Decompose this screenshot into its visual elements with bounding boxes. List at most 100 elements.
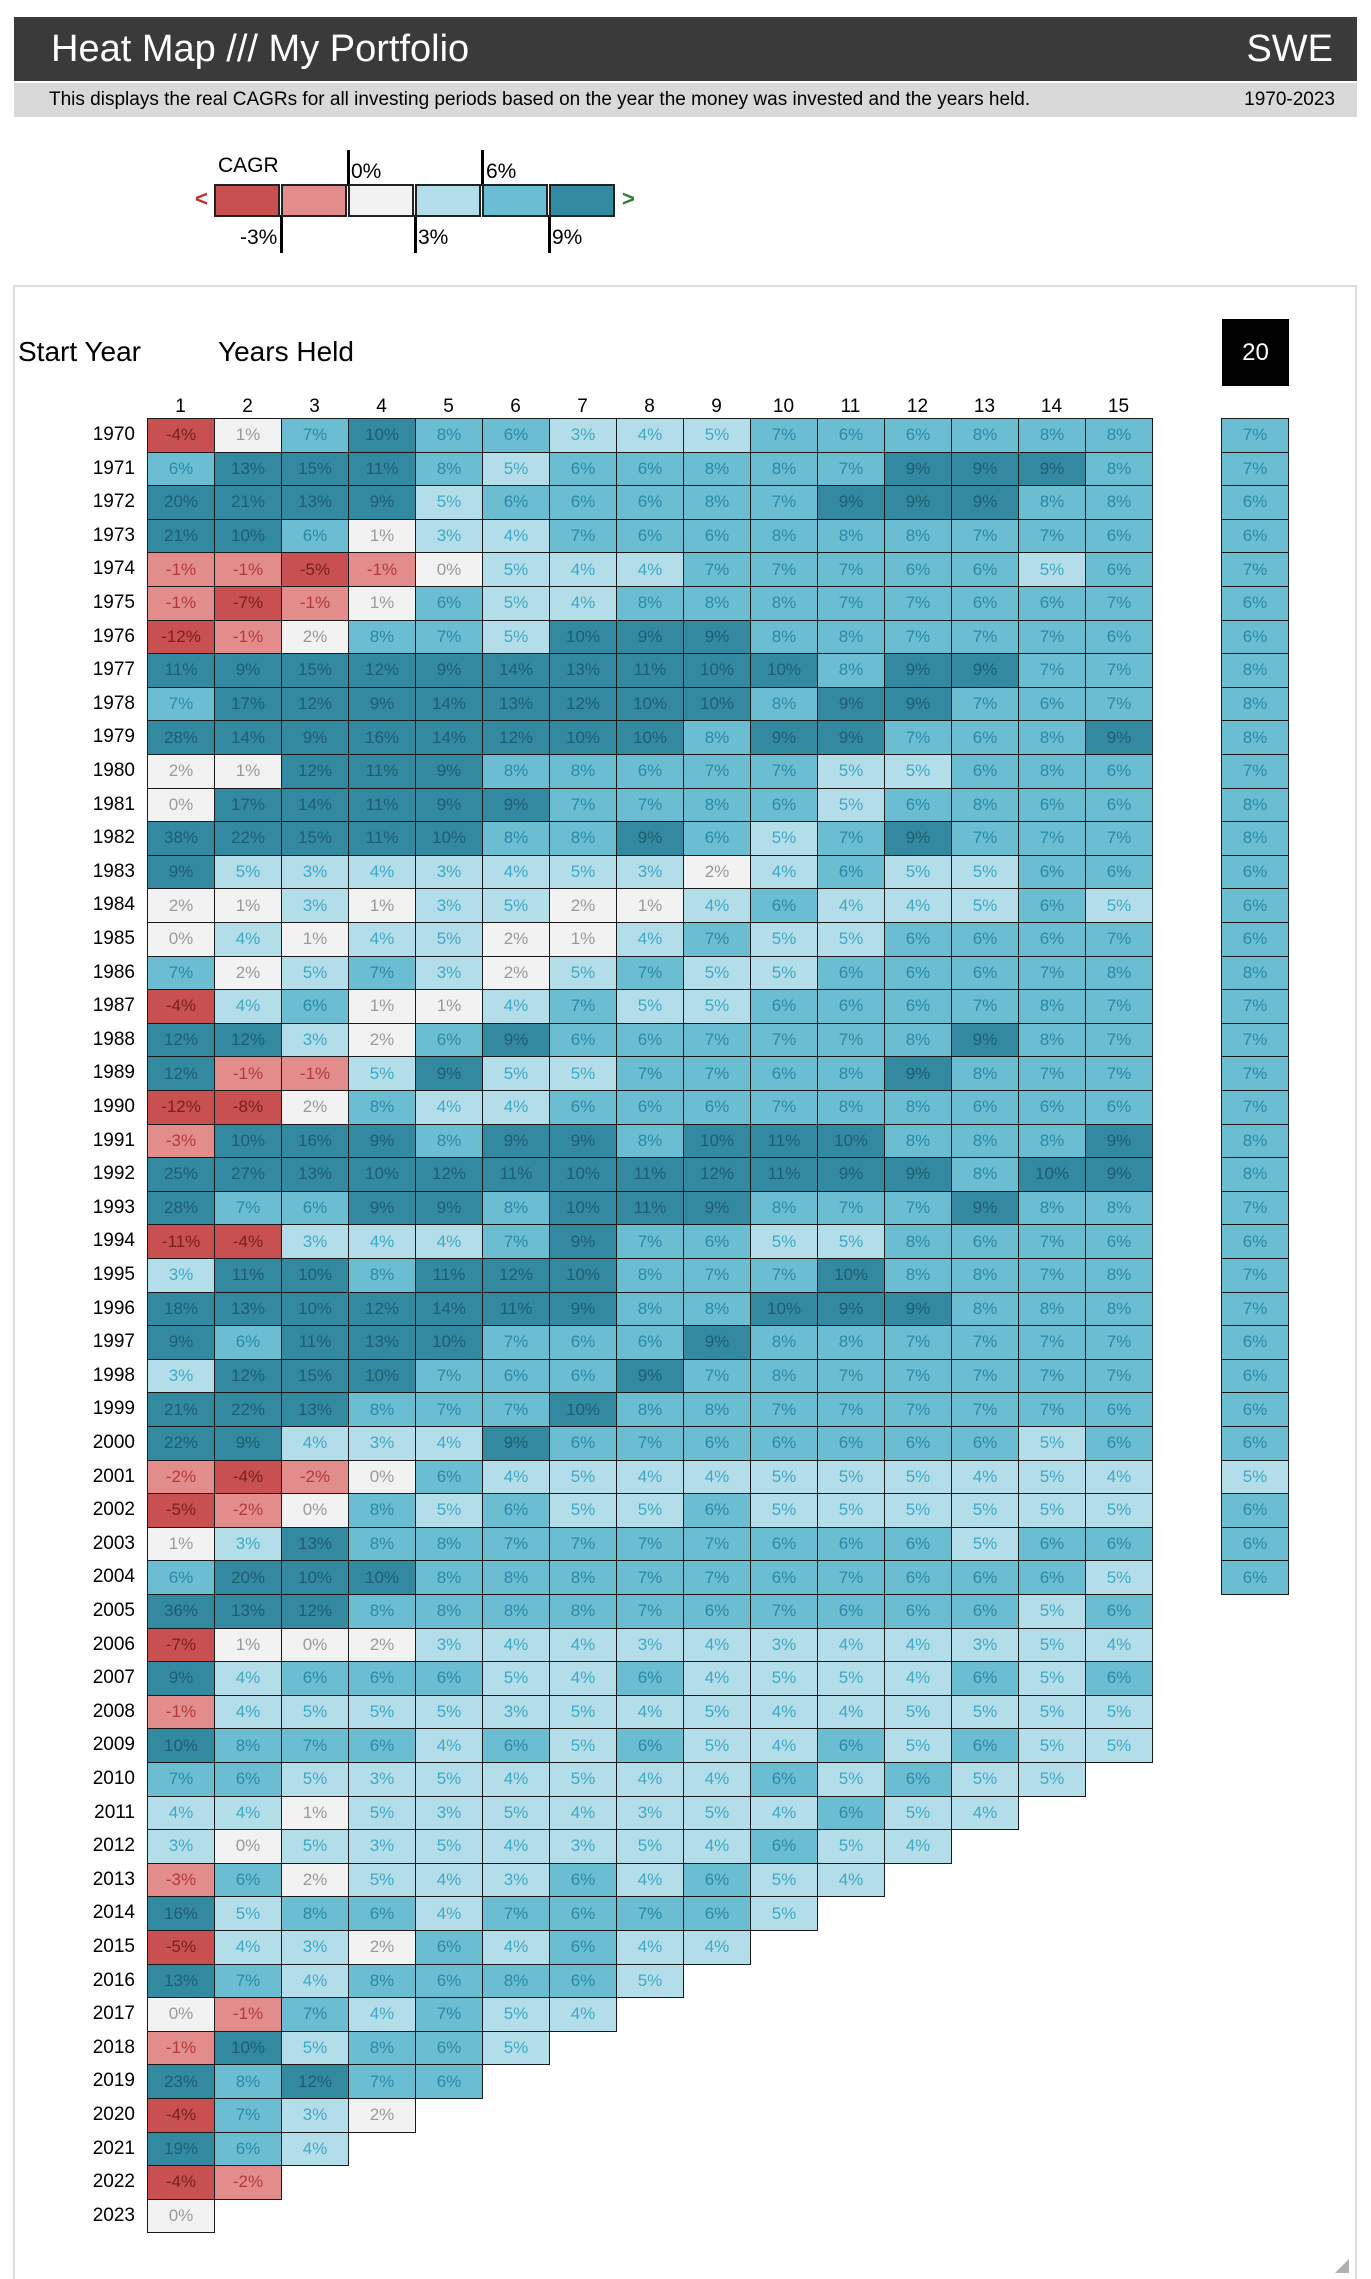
heatmap-cell: 9% bbox=[817, 1157, 885, 1192]
heatmap-cell: 6% bbox=[1018, 586, 1086, 621]
heatmap-cell: 11% bbox=[750, 1123, 818, 1159]
heatmap-cell: 7% bbox=[817, 1560, 885, 1595]
heatmap-cell: 5% bbox=[683, 418, 751, 453]
heatmap-cell: 4% bbox=[415, 1224, 483, 1259]
heatmap-cell: 7% bbox=[1018, 518, 1086, 554]
heatmap-cell: 6% bbox=[884, 418, 952, 453]
heatmap-cell: 10% bbox=[214, 518, 282, 554]
period-cagr-cell: 6% bbox=[1221, 619, 1289, 655]
heatmap-cell: 2% bbox=[214, 955, 282, 991]
resize-grip-icon bbox=[1335, 2259, 1349, 2273]
heatmap-cell: 1% bbox=[214, 418, 282, 453]
heatmap-cell: 6% bbox=[951, 754, 1019, 789]
row-header: 1980 bbox=[92, 760, 135, 781]
heatmap-cell: 12% bbox=[147, 1056, 215, 1091]
heatmap-cell: 8% bbox=[348, 1594, 416, 1629]
heatmap-cell: 3% bbox=[281, 2098, 349, 2133]
heatmap-cell: 11% bbox=[482, 1157, 550, 1192]
heatmap-cell: 21% bbox=[147, 1392, 215, 1427]
heatmap-cell: 6% bbox=[415, 1459, 483, 1495]
heatmap-cell: 8% bbox=[214, 1728, 282, 1763]
heatmap-cell: 4% bbox=[549, 1997, 617, 2032]
heatmap-cell: 8% bbox=[1018, 1291, 1086, 1327]
heatmap-cell: 6% bbox=[281, 518, 349, 554]
row-header: 1979 bbox=[92, 726, 135, 748]
country-code: SWE bbox=[1246, 28, 1333, 70]
heatmap-cell: -5% bbox=[147, 1493, 215, 1528]
heatmap-cell: 7% bbox=[750, 1022, 818, 1058]
row-header: 1987 bbox=[92, 995, 135, 1017]
heatmap-cell: 8% bbox=[817, 518, 885, 554]
period-cagr-cell: 6% bbox=[1221, 485, 1289, 520]
period-cagr-cell: 6% bbox=[1221, 1224, 1289, 1259]
heatmap-cell: 9% bbox=[683, 1325, 751, 1360]
heatmap-cell: 8% bbox=[750, 686, 818, 722]
heatmap-cell: 9% bbox=[348, 686, 416, 722]
heatmap-cell: 9% bbox=[549, 1224, 617, 1259]
heatmap-cell: 5% bbox=[884, 1795, 952, 1831]
heatmap-cell: 9% bbox=[482, 1426, 550, 1461]
heatmap-cell: 10% bbox=[214, 1123, 282, 1159]
heatmap-cell: 9% bbox=[482, 1123, 550, 1159]
heatmap-cell: 9% bbox=[415, 1190, 483, 1226]
heatmap-cell: 4% bbox=[616, 552, 684, 587]
heatmap-cell: 4% bbox=[683, 888, 751, 923]
heatmap-cell: 6% bbox=[750, 1526, 818, 1562]
start-year-label: Start Year bbox=[18, 336, 141, 367]
heatmap-cell: 4% bbox=[482, 1829, 550, 1864]
heatmap-cell: 6% bbox=[348, 1896, 416, 1931]
heatmap-cell: 6% bbox=[951, 922, 1019, 957]
heatmap-cell: 4% bbox=[281, 1963, 349, 1999]
heatmap-cell: 4% bbox=[348, 1997, 416, 2032]
heatmap-cell: 4% bbox=[415, 1090, 483, 1125]
heatmap-cell: 10% bbox=[1018, 1157, 1086, 1192]
heatmap-cell: 4% bbox=[482, 1459, 550, 1495]
heatmap-cell: 9% bbox=[482, 1022, 550, 1058]
heatmap-cell: 8% bbox=[884, 1090, 952, 1125]
heatmap-cell: 6% bbox=[750, 1762, 818, 1797]
heatmap-cell: 7% bbox=[415, 1358, 483, 1394]
heatmap-cell: 6% bbox=[1018, 1090, 1086, 1125]
legend-tick bbox=[414, 215, 417, 253]
heatmap-cell: 6% bbox=[951, 1090, 1019, 1125]
row-header: 1985 bbox=[92, 928, 135, 949]
heatmap-cell: 2% bbox=[147, 754, 215, 789]
heatmap-cell: 8% bbox=[1085, 1258, 1153, 1293]
heatmap-cell: 22% bbox=[214, 1392, 282, 1427]
heatmap-cell: 4% bbox=[884, 888, 952, 923]
years-held-label: Years Held bbox=[218, 336, 354, 367]
heatmap-cell: 6% bbox=[951, 1560, 1019, 1595]
heatmap-cell: 4% bbox=[1085, 1627, 1153, 1663]
heatmap-cell: 6% bbox=[348, 1661, 416, 1696]
period-cagr-cell: 6% bbox=[1221, 1325, 1289, 1360]
heatmap-cell: 7% bbox=[951, 821, 1019, 856]
heatmap-cell: 6% bbox=[616, 451, 684, 487]
heatmap-cell: 6% bbox=[482, 1728, 550, 1763]
heatmap-cell: 1% bbox=[214, 888, 282, 923]
period-cagr-cell: 6% bbox=[1221, 1358, 1289, 1394]
heatmap-cell: 6% bbox=[616, 1325, 684, 1360]
heatmap-cell: 6% bbox=[1085, 1594, 1153, 1629]
heatmap-cell: 4% bbox=[482, 1627, 550, 1663]
heatmap-cell: 3% bbox=[549, 1829, 617, 1864]
heatmap-cell: -4% bbox=[147, 2165, 215, 2200]
heatmap-cell: 8% bbox=[683, 451, 751, 487]
row-header: 1994 bbox=[92, 1230, 135, 1252]
heatmap-cell: 8% bbox=[750, 1190, 818, 1226]
heatmap-cell: -3% bbox=[147, 1123, 215, 1159]
heatmap-cell: 1% bbox=[348, 888, 416, 923]
heatmap-cell: 5% bbox=[549, 1728, 617, 1763]
heatmap-cell: 8% bbox=[1018, 720, 1086, 755]
heatmap-cell: 7% bbox=[549, 518, 617, 554]
legend-swatch bbox=[482, 184, 548, 217]
heatmap-cell: 15% bbox=[281, 821, 349, 856]
row-header: 1998 bbox=[92, 1364, 135, 1386]
heatmap-cell: 7% bbox=[817, 1190, 885, 1226]
heatmap-cell: 3% bbox=[281, 1930, 349, 1965]
heatmap-cell: 5% bbox=[415, 1694, 483, 1730]
heatmap-cell: 6% bbox=[683, 821, 751, 856]
heatmap-cell: 8% bbox=[281, 1896, 349, 1931]
heatmap-cell: 6% bbox=[884, 787, 952, 823]
heatmap-cell: 16% bbox=[348, 720, 416, 755]
heatmap-cell: 7% bbox=[683, 922, 751, 957]
